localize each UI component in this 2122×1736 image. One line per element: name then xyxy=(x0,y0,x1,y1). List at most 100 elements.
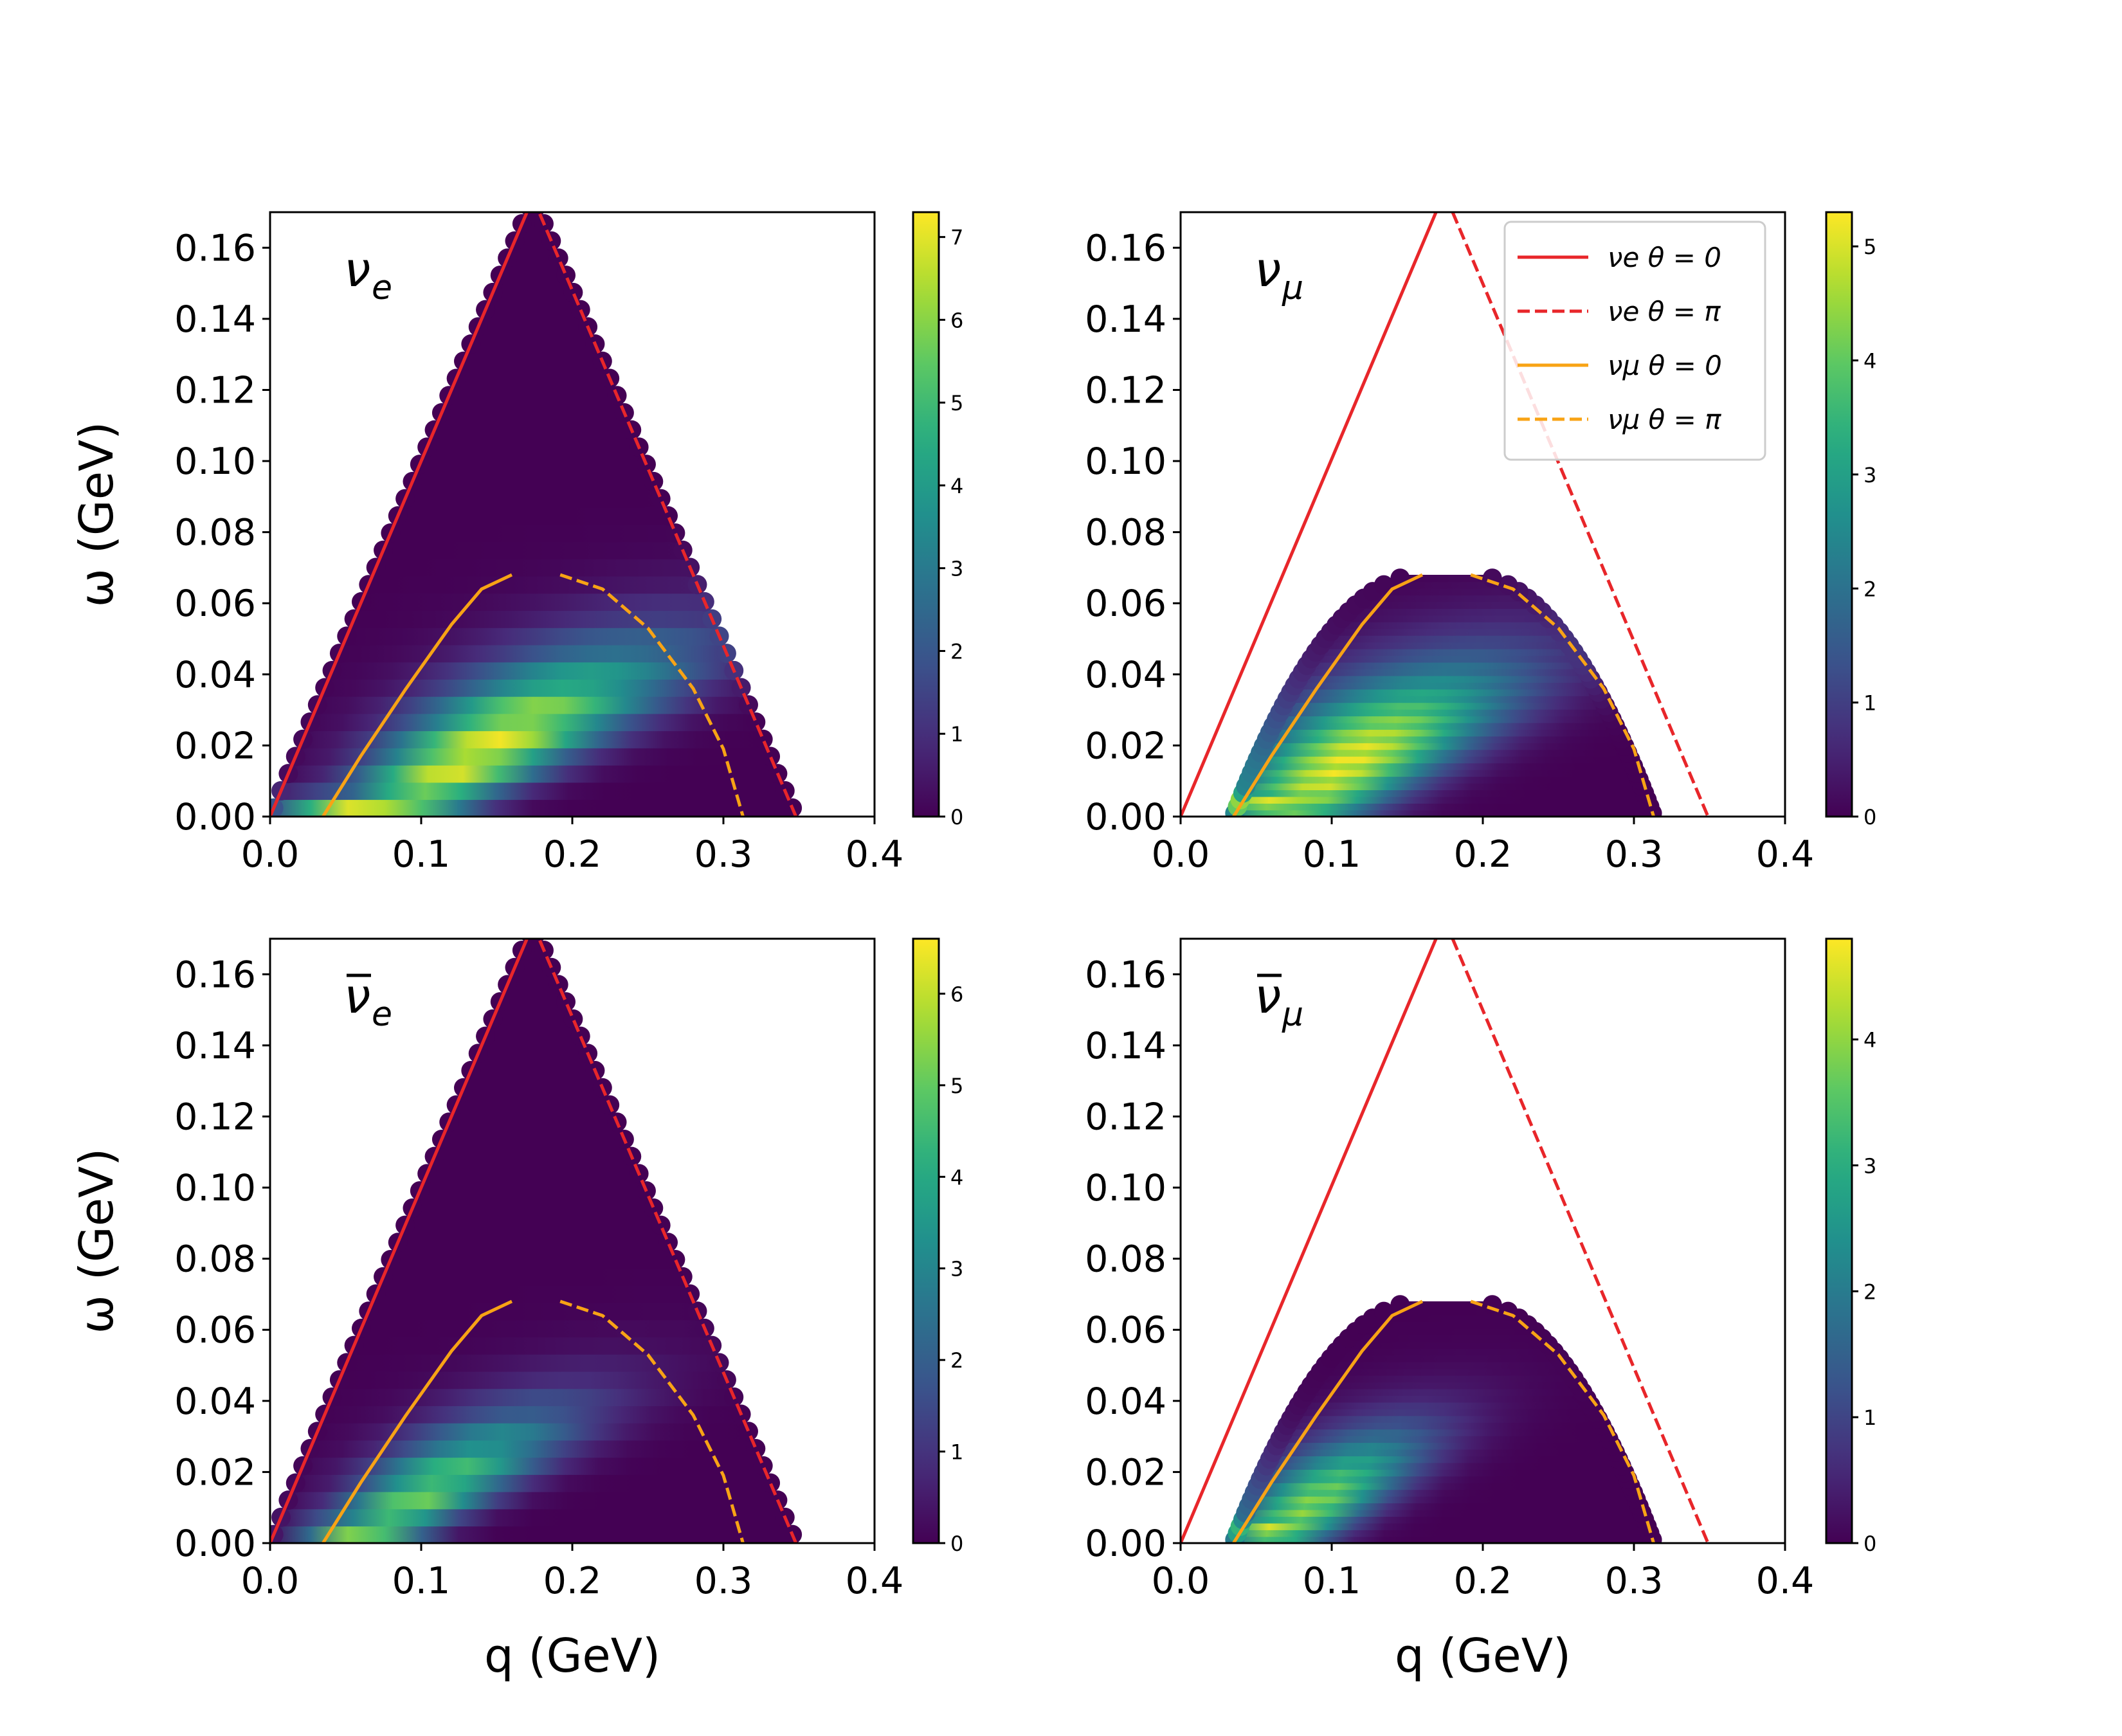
panel-title-main: ν xyxy=(344,242,370,298)
colorbar-tick-label: 4 xyxy=(1864,1028,1876,1053)
x-tick-label: 0.1 xyxy=(1303,1560,1361,1602)
heatmap-row xyxy=(1280,709,1609,717)
heatmap-row xyxy=(405,1216,661,1234)
heatmap-row xyxy=(1246,782,1642,791)
edge-marker xyxy=(556,266,576,285)
x-tick-label: 0.3 xyxy=(1605,1560,1664,1602)
edge-marker xyxy=(761,746,781,766)
heatmap-row xyxy=(1356,1328,1536,1336)
colorbar-tick-label: 4 xyxy=(950,1165,963,1189)
heatmap-row xyxy=(354,1337,712,1355)
legend-label: νe θ = π xyxy=(1608,296,1721,327)
edge-marker xyxy=(570,1026,590,1046)
heatmap-row xyxy=(339,1371,727,1389)
heatmap-row xyxy=(1325,1362,1565,1370)
heatmap-row xyxy=(463,352,603,370)
heatmap-row xyxy=(449,1113,617,1132)
x-axis-label: q (GeV) xyxy=(484,1629,660,1683)
heatmap-row xyxy=(368,575,698,594)
heatmap-row xyxy=(1260,749,1628,757)
heatmap-row xyxy=(1257,756,1631,764)
y-tick-label: 0.14 xyxy=(174,298,256,341)
heatmap-row xyxy=(1263,1469,1625,1477)
curve-νe-θ-π xyxy=(537,939,798,1543)
heatmap-row xyxy=(354,610,712,628)
edge-marker xyxy=(738,695,758,715)
colorbar-tick-label: 2 xyxy=(1864,1279,1876,1304)
heatmap-row xyxy=(1336,622,1554,629)
curve-νe-θ-0 xyxy=(1181,939,1438,1543)
heatmap-row xyxy=(1342,615,1549,622)
y-tick-label: 0.12 xyxy=(1085,1096,1166,1138)
edge-marker xyxy=(651,1215,671,1235)
panel-title-sub: e xyxy=(372,269,392,307)
heatmap-row xyxy=(1302,1395,1587,1403)
panels-layer: 0.0 0.1 0.2 0.3 0.40.000.020.040.060.080.100… xyxy=(69,211,1876,1683)
heatmap-row xyxy=(310,713,756,732)
heatmap-row xyxy=(1266,1462,1622,1470)
edge-marker xyxy=(746,1439,766,1459)
x-ticks: 0.0 0.1 0.2 0.3 0.4 xyxy=(241,817,904,876)
heatmap-row xyxy=(1257,1483,1631,1490)
y-tick-label: 0.14 xyxy=(1085,1025,1166,1067)
y-tick-label: 0.16 xyxy=(1085,227,1166,269)
heatmap-row xyxy=(456,1096,610,1114)
panel-top-left: 0.0 0.1 0.2 0.3 0.40.000.020.040.060.080.100… xyxy=(69,211,963,876)
colorbar-tick-label: 5 xyxy=(1864,235,1876,259)
curve-νμ-θ-0 xyxy=(322,573,513,817)
y-tick-label: 0.04 xyxy=(1085,1380,1166,1423)
panel-title-main: ν xyxy=(344,969,370,1024)
heatmap-row xyxy=(1273,1449,1615,1457)
heatmap-row xyxy=(1240,796,1647,804)
y-tick-label: 0.14 xyxy=(174,1025,256,1067)
heatmap-row xyxy=(273,1526,793,1543)
heatmap-row xyxy=(463,1079,603,1097)
heatmap-row xyxy=(1254,1489,1634,1497)
heatmap-row xyxy=(1336,1348,1554,1356)
heatmap-row xyxy=(1363,595,1528,602)
edge-marker xyxy=(556,992,576,1012)
heatmap-row xyxy=(1342,1341,1549,1349)
heatmap-row xyxy=(478,1044,588,1063)
heatmap-row xyxy=(1235,1536,1653,1543)
heatmap-row xyxy=(1356,601,1536,610)
y-tick-label: 0.10 xyxy=(174,440,256,483)
colorbar-tick-label: 0 xyxy=(1864,1532,1876,1556)
heatmap-row xyxy=(478,318,588,336)
colorbar-tick-label: 1 xyxy=(1864,691,1876,716)
y-axis-label: ω (GeV) xyxy=(69,1148,123,1334)
heatmap-row xyxy=(1276,716,1612,723)
heatmap-row xyxy=(1291,1415,1599,1423)
heatmap-row xyxy=(1251,1496,1637,1504)
edge-marker xyxy=(651,489,671,509)
colorbar-tick-label: 1 xyxy=(950,722,963,746)
y-tick-label: 0.16 xyxy=(174,227,256,269)
x-tick-label: 0.4 xyxy=(846,833,904,876)
heatmap-row xyxy=(397,1233,669,1252)
curves-bottom-left xyxy=(270,939,798,1543)
heatmap-row xyxy=(1242,1516,1645,1524)
heatmap-row xyxy=(273,799,793,817)
heatmap-row xyxy=(405,490,661,508)
heatmap-row xyxy=(1400,575,1492,583)
heatmap-row xyxy=(1315,1375,1574,1383)
heatmap-row xyxy=(325,679,741,697)
heatmap-row xyxy=(1307,662,1583,670)
colorbar-tick-label: 4 xyxy=(950,474,963,498)
heatmap-row xyxy=(361,593,705,611)
heatmap-row xyxy=(427,1165,639,1183)
colorbar-tick-label: 4 xyxy=(1864,349,1876,374)
heatmap-row xyxy=(419,455,646,474)
heatmap-row xyxy=(1263,743,1625,750)
colorbar-bar xyxy=(912,211,940,818)
heatmap-row xyxy=(332,1388,734,1406)
curve-νe-θ-π xyxy=(1451,212,1710,817)
colorbar-tick-label: 1 xyxy=(950,1440,963,1465)
heatmap-row xyxy=(1276,1442,1612,1450)
edge-marker xyxy=(753,729,773,749)
x-axis-label: q (GeV) xyxy=(1395,1629,1571,1683)
heatmap-row xyxy=(419,1182,646,1200)
heatmap-bottom-right xyxy=(1225,1295,1662,1543)
